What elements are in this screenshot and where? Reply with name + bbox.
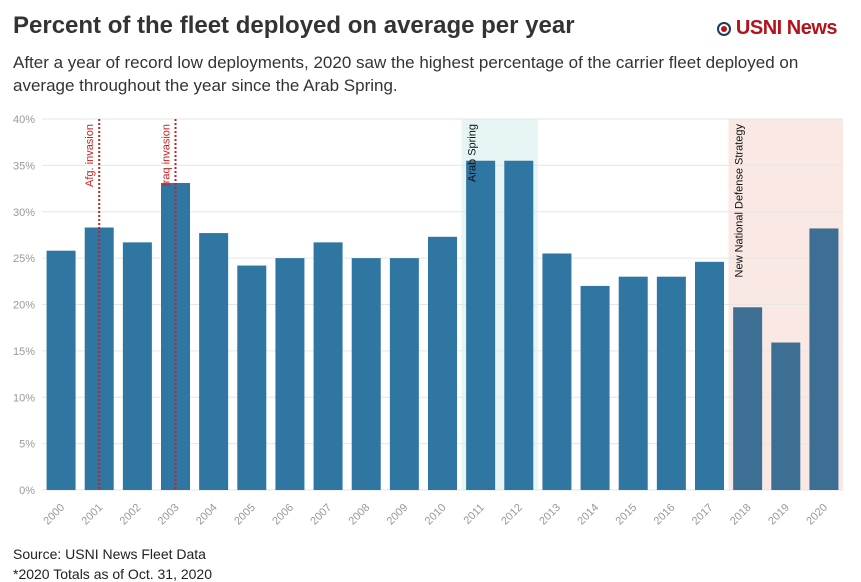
bar xyxy=(771,342,801,490)
x-tick-label: 2016 xyxy=(652,502,678,528)
x-tick-label: 2014 xyxy=(575,502,601,528)
y-tick-label: 25% xyxy=(13,253,35,265)
bar xyxy=(275,258,305,490)
bar xyxy=(695,261,724,490)
usni-news-logo[interactable]: USNI News xyxy=(716,17,838,40)
x-tick-label: 2002 xyxy=(118,502,144,528)
usni-logo-icon xyxy=(716,21,731,36)
bar xyxy=(733,307,763,490)
x-tick-label: 2020 xyxy=(804,502,830,528)
y-tick-label: 35% xyxy=(13,160,35,172)
source-note: Source: USNI News Fleet Data xyxy=(13,546,206,562)
x-tick-label: 2011 xyxy=(462,502,487,527)
chart-title: Percent of the fleet deployed on average… xyxy=(13,12,575,39)
bar xyxy=(542,253,572,490)
y-tick-label: 0% xyxy=(19,485,35,497)
x-tick-label: 2010 xyxy=(423,502,449,528)
annotation-label: Iraq invasion xyxy=(161,124,173,186)
x-tick-label: 2012 xyxy=(499,502,525,528)
bar xyxy=(618,276,648,490)
chart-subtitle: After a year of record low deployments, … xyxy=(13,53,799,95)
y-tick-label: 40% xyxy=(13,114,35,126)
bar xyxy=(580,285,610,490)
x-tick-label: 2005 xyxy=(232,502,258,528)
y-tick-label: 5% xyxy=(19,439,35,451)
annotation-label: New National Defense Strategy xyxy=(734,124,746,278)
bar xyxy=(122,242,152,490)
x-tick-label: 2009 xyxy=(385,502,411,528)
x-tick-label: 2017 xyxy=(690,502,716,528)
bar xyxy=(428,236,457,490)
x-tick-label: 2007 xyxy=(308,502,334,528)
bar xyxy=(84,227,114,490)
y-tick-label: 30% xyxy=(13,207,35,219)
x-tick-label: 2003 xyxy=(156,502,182,528)
y-tick-label: 20% xyxy=(13,300,35,312)
x-tick-label: 2013 xyxy=(537,502,563,528)
bar xyxy=(199,233,229,490)
x-tick-label: 2006 xyxy=(270,502,296,528)
bar-chart: 0% 5% 10% 15% 20% 25% 30% 35% 40% Afg. invasion Ir… xyxy=(13,114,843,528)
x-tick-label: 2000 xyxy=(41,502,67,528)
x-tick-label: 2004 xyxy=(194,502,220,528)
annotation-label: Afg. invasion xyxy=(84,124,96,187)
footnote: *2020 Totals as of Oct. 31, 2020 xyxy=(13,566,212,582)
bar xyxy=(46,250,76,490)
logo-text: USNI News xyxy=(735,17,838,39)
x-tick-label: 2015 xyxy=(614,502,640,528)
bar xyxy=(656,276,686,490)
x-tick-label: 2001 xyxy=(80,502,106,528)
bar xyxy=(389,258,419,490)
x-tick-label: 2008 xyxy=(347,502,373,528)
annotation-label: Arab Spring xyxy=(467,124,479,182)
bar xyxy=(351,258,381,490)
y-tick-label: 10% xyxy=(13,392,35,404)
x-tick-label: 2019 xyxy=(766,502,792,528)
bar xyxy=(466,160,496,491)
bar xyxy=(237,265,267,490)
bar xyxy=(809,228,839,490)
x-tick-label: 2018 xyxy=(728,502,754,528)
bar xyxy=(504,160,534,491)
bar xyxy=(313,242,343,490)
y-tick-label: 15% xyxy=(13,346,35,358)
